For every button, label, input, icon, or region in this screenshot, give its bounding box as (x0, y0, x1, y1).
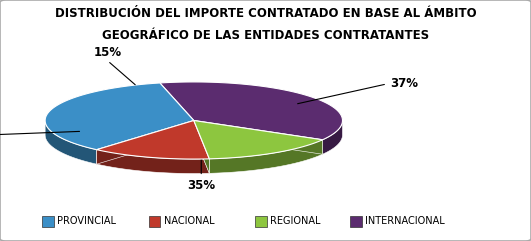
Polygon shape (194, 120, 322, 154)
Bar (350, 216, 362, 227)
Bar (149, 216, 160, 227)
Polygon shape (45, 83, 194, 150)
Bar (42, 216, 54, 227)
Polygon shape (194, 120, 322, 154)
Polygon shape (97, 120, 194, 164)
Polygon shape (160, 82, 342, 140)
Polygon shape (209, 140, 322, 173)
Bar (255, 216, 267, 227)
Text: 37%: 37% (390, 77, 418, 90)
Text: GEOGRÁFICO DE LAS ENTIDADES CONTRATANTES: GEOGRÁFICO DE LAS ENTIDADES CONTRATANTES (102, 29, 429, 42)
Text: NACIONAL: NACIONAL (164, 216, 214, 226)
Polygon shape (194, 120, 209, 173)
Polygon shape (97, 120, 194, 164)
Polygon shape (322, 121, 342, 154)
Text: REGIONAL: REGIONAL (270, 216, 320, 226)
Text: DISTRIBUCIÓN DEL IMPORTE CONTRATADO EN BASE AL ÁMBITO: DISTRIBUCIÓN DEL IMPORTE CONTRATADO EN B… (55, 7, 476, 20)
Polygon shape (45, 121, 97, 164)
Polygon shape (194, 120, 322, 159)
Text: PROVINCIAL: PROVINCIAL (57, 216, 116, 226)
Text: 35%: 35% (187, 179, 215, 192)
Polygon shape (97, 120, 209, 159)
Text: 15%: 15% (93, 46, 122, 59)
Text: INTERNACIONAL: INTERNACIONAL (365, 216, 445, 226)
Polygon shape (97, 150, 209, 174)
Polygon shape (194, 120, 209, 173)
